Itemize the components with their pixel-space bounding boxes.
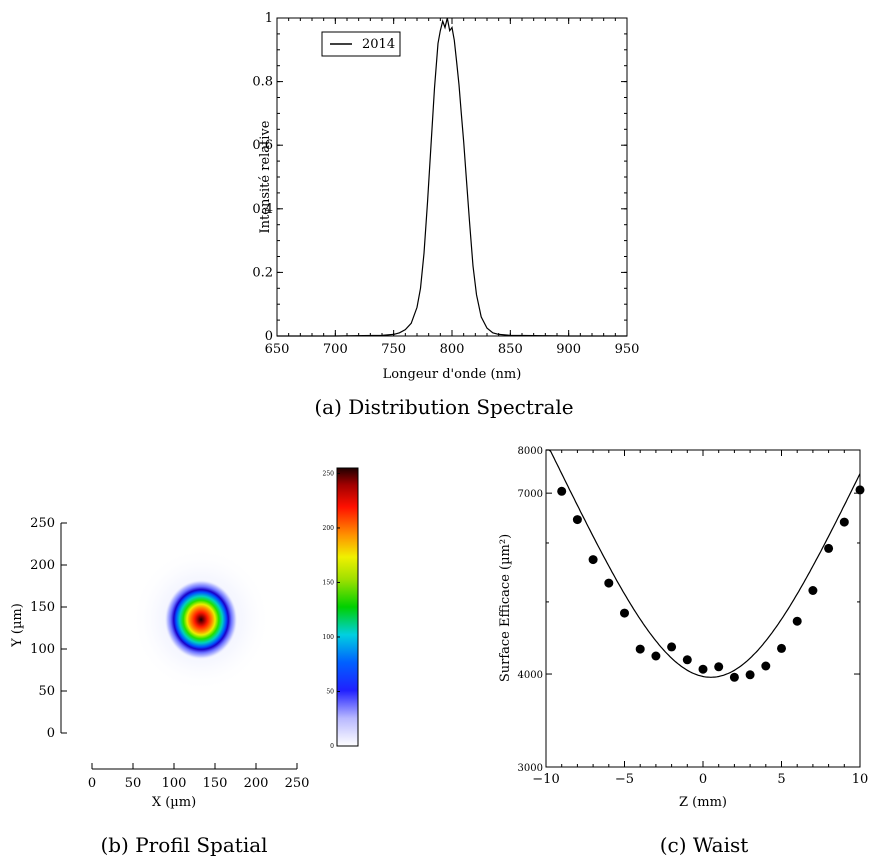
profile-x-tick-label: 150 [203, 776, 228, 791]
spectrum-y-tick-label: 0 [265, 329, 273, 344]
waist-data-point [620, 608, 629, 618]
colorbar-tick-label: 100 [323, 634, 335, 641]
waist-fit-curve [546, 449, 861, 678]
waist-data-point [855, 485, 865, 495]
spectrum-y-tick-label: 0.8 [252, 75, 273, 90]
waist-y-tick-label: 3000 [518, 763, 543, 774]
spectrum-y-axis-label: Intensité relative [258, 120, 273, 233]
waist-plot-frame [545, 449, 861, 768]
spatial-profile-chart: 0 50 100 150 200 250 0 50 100 150 200 250 X (µm) Y … [10, 467, 359, 810]
colorbar-tick-label: 250 [323, 470, 335, 477]
colorbar-tick-label: 150 [323, 579, 335, 586]
waist-y-tick-label: 8000 [518, 446, 543, 457]
colorbar-tick-label: 200 [323, 525, 335, 532]
profile-x-tick-label: 50 [125, 776, 142, 791]
waist-data-point [604, 578, 614, 588]
spectrum-chart: 650 700 750 800 850 900 950 0 0.2 0.4 0.6 0.8 1 2014… [252, 11, 639, 382]
profile-y-tick-label: 200 [30, 558, 55, 573]
profile-y-tick-label: 100 [30, 642, 55, 657]
profile-x-tick-label: 200 [244, 776, 269, 791]
waist-chart: −10 −5 0 5 10 3000 4000 7000 8000 Z (mm) Surface… [498, 446, 868, 810]
spectrum-x-tick-label: 700 [323, 342, 348, 357]
waist-y-tick-label: 7000 [518, 489, 543, 500]
waist-x-tick-label: 5 [777, 772, 785, 787]
waist-data-point [667, 642, 677, 652]
colorbar-tick-label: 50 [326, 688, 334, 695]
waist-x-tick-label: 0 [699, 772, 707, 787]
waist-data-point [839, 517, 849, 527]
spectrum-y-tick-label: 1 [265, 11, 273, 26]
colorbar-tick-label: 0 [330, 743, 334, 750]
waist-data-point [588, 555, 598, 565]
spectrum-plot-frame [276, 17, 628, 337]
caption-b: (b) Profil Spatial [100, 833, 267, 857]
spectrum-x-tick-label: 950 [615, 342, 640, 357]
caption-c: (c) Waist [660, 833, 749, 857]
spectrum-y-tick-label: 0.2 [252, 265, 273, 280]
spectrum-y-tick-label: 0.4 [252, 202, 273, 217]
profile-y-tick-label: 0 [47, 726, 55, 741]
waist-y-axis-label: Surface Efficace (µm²) [498, 534, 513, 682]
spectrum-x-axis-label: Longeur d'onde (nm) [383, 367, 522, 382]
waist-data-point [808, 586, 818, 595]
waist-data-point [714, 662, 724, 672]
waist-x-axis-label: Z (mm) [679, 795, 727, 810]
waist-data-point [557, 486, 567, 496]
profile-x-axis-label: X (µm) [152, 795, 196, 810]
profile-x-tick-label: 0 [88, 776, 96, 791]
waist-x-tick-label: −10 [532, 772, 559, 787]
waist-data-point [572, 515, 582, 525]
profile-y-tick-label: 150 [30, 600, 55, 615]
waist-y-tick-label: 4000 [518, 670, 543, 681]
profile-y-tick-label: 250 [30, 516, 55, 531]
waist-data-point [651, 651, 661, 661]
spectrum-y-tick-label: 0.6 [252, 138, 273, 153]
waist-data-point [698, 664, 708, 674]
spectrum-x-tick-label: 650 [265, 342, 290, 357]
spectrum-x-tick-label: 900 [556, 342, 581, 357]
profile-x-tick-label: 100 [162, 776, 187, 791]
spectrum-legend-label: 2014 [362, 37, 395, 52]
waist-data-point [824, 543, 834, 553]
spectrum-x-tick-label: 750 [381, 342, 406, 357]
waist-data-point [635, 644, 645, 654]
waist-data-point [792, 616, 802, 626]
spectrum-x-tick-label: 800 [440, 342, 465, 357]
profile-y-axis-label: Y (µm) [10, 603, 25, 648]
waist-x-tick-label: 10 [852, 772, 869, 787]
caption-a: (a) Distribution Spectrale [314, 395, 573, 419]
waist-data-point [729, 672, 739, 682]
profile-y-tick-label: 50 [38, 684, 55, 699]
waist-x-tick-label: −5 [615, 772, 634, 787]
waist-data-point [761, 661, 771, 671]
waist-data-point [682, 655, 692, 665]
profile-x-tick-label: 250 [285, 776, 310, 791]
spectrum-x-tick-label: 850 [498, 342, 523, 357]
beam-spot [164, 579, 238, 660]
colorbar [336, 467, 359, 747]
waist-data-point [745, 670, 755, 680]
waist-data-point [777, 643, 786, 653]
spectrum-series-line [277, 17, 627, 337]
